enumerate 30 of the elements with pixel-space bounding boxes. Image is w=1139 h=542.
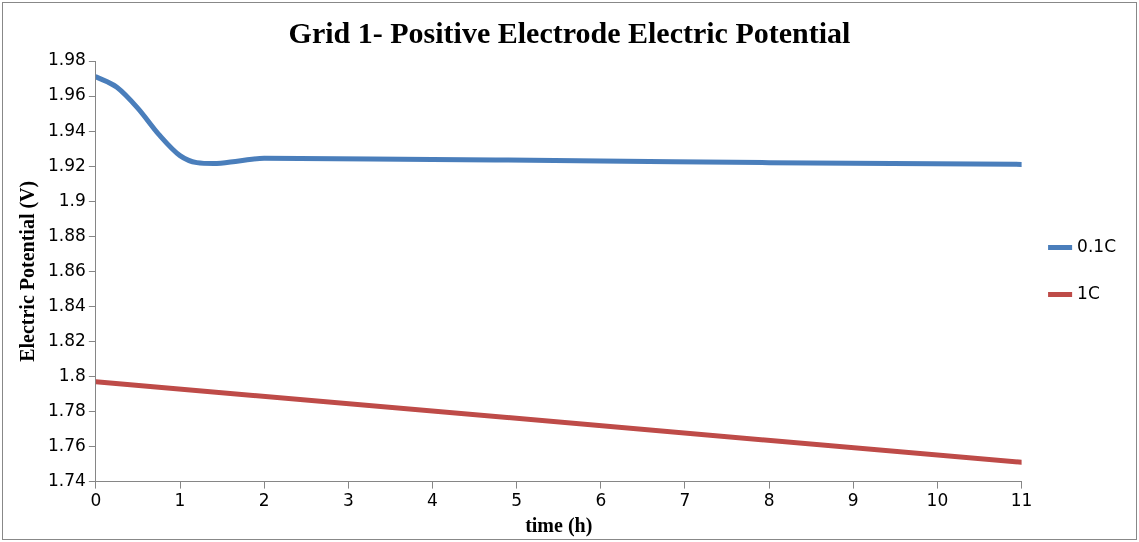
y-tick-label: 1.84 <box>47 294 86 315</box>
x-tick-label: 7 <box>679 490 691 511</box>
x-tick-label: 8 <box>763 490 775 511</box>
y-axis-title: Electric Potential (V) <box>16 180 40 362</box>
y-tick-label: 1.9 <box>58 189 86 210</box>
y-tick-label: 1.82 <box>47 329 86 350</box>
x-tick-label: 3 <box>342 490 354 511</box>
y-tick-label: 1.78 <box>47 399 86 420</box>
chart-title: Grid 1- Positive Electrode Electric Potential <box>288 15 851 49</box>
y-tick-label: 1.92 <box>47 154 86 175</box>
y-tick-label: 1.8 <box>58 364 86 385</box>
y-tick-label: 1.86 <box>47 259 86 280</box>
y-tick-label: 1.96 <box>47 84 86 105</box>
x-tick-label: 1 <box>174 490 186 511</box>
x-tick-label: 2 <box>258 490 270 511</box>
y-tick-label: 1.76 <box>47 434 86 455</box>
y-tick-label: 1.94 <box>47 119 86 140</box>
legend-label: 1C <box>1077 282 1100 303</box>
x-tick-label: 10 <box>926 490 949 511</box>
x-tick-label: 4 <box>427 490 438 511</box>
x-tick-label: 5 <box>511 490 523 511</box>
y-tick-label: 1.74 <box>47 470 86 491</box>
x-tick-label: 11 <box>1010 490 1033 511</box>
x-tick-label: 0 <box>90 490 102 511</box>
y-tick-label: 1.88 <box>47 224 86 245</box>
x-axis-title: time (h) <box>525 514 593 538</box>
x-tick-label: 6 <box>595 490 607 511</box>
legend-label: 0.1C <box>1077 235 1116 256</box>
x-tick-label: 9 <box>847 490 859 511</box>
y-tick-label: 1.98 <box>47 49 86 70</box>
